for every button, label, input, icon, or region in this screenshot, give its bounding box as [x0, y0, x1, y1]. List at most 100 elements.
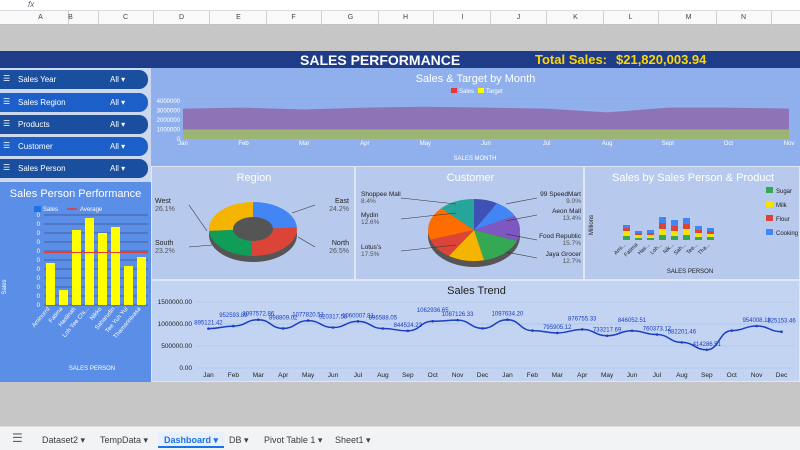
- column-header-c[interactable]: C: [98, 11, 154, 25]
- legend-label: Target: [486, 89, 503, 95]
- trend-point: [256, 318, 260, 322]
- y-tick-label: 500000.00: [161, 343, 192, 350]
- performance-bar: [137, 257, 146, 305]
- slicer-sales-region[interactable]: ☰ Sales Region All ▾: [0, 93, 148, 112]
- column-header-k[interactable]: K: [548, 11, 604, 25]
- column-header-i[interactable]: I: [435, 11, 491, 25]
- x-tick-label: Dec: [776, 372, 788, 379]
- slicer-sales-year[interactable]: ☰ Sales Year All ▾: [0, 70, 148, 89]
- column-header-n[interactable]: N: [716, 11, 772, 25]
- sales-target-chart[interactable]: Sales & Target by Month 4000000 3000000 20…: [151, 68, 800, 166]
- x-tick-label: Mar: [253, 372, 265, 379]
- x-tick-label: Has...: [637, 242, 652, 257]
- performance-bar: [59, 290, 68, 305]
- data-label: 898809.02: [269, 315, 298, 321]
- stacked-bar-segment: [647, 238, 654, 240]
- column-header-j[interactable]: J: [491, 11, 547, 25]
- stacked-bar-segment: [647, 233, 654, 235]
- customer-chart[interactable]: Customer Shoppee Mall 8.4% Mydin 12.6% Lotus…: [355, 166, 584, 280]
- column-header-g[interactable]: G: [323, 11, 379, 25]
- column-header-e[interactable]: E: [211, 11, 267, 25]
- slicer-sales-person[interactable]: ☰ Sales Person All ▾: [0, 159, 148, 178]
- stacked-bar-segment: [623, 225, 630, 228]
- data-label: 1097634.20: [492, 312, 524, 318]
- trend-point: [680, 341, 684, 344]
- slicer-value[interactable]: All ▾: [110, 164, 126, 173]
- slicer-value[interactable]: All ▾: [110, 120, 126, 129]
- y-tick-label: 0: [37, 285, 41, 291]
- data-label: 1097572.86: [242, 312, 274, 318]
- x-tick-label: Oct: [428, 372, 438, 379]
- stacked-bar-segment: [671, 231, 678, 236]
- data-label: 920317.58: [319, 315, 348, 321]
- column-header-m[interactable]: M: [661, 11, 717, 25]
- sheet-tab-tempdata[interactable]: TempData ▾: [100, 435, 149, 445]
- column-header-d[interactable]: D: [154, 11, 210, 25]
- sheet-tab-db[interactable]: DB ▾: [229, 435, 249, 445]
- y-tick-label: 0: [37, 303, 41, 309]
- sheet-tab-dashboard[interactable]: Dashboard ▾: [158, 432, 225, 448]
- x-tick-label: Apr: [278, 372, 289, 379]
- slice-label-pct: 9.0%: [566, 198, 581, 205]
- leader-line: [505, 214, 538, 222]
- slice-label-name: Food Republic: [539, 233, 582, 240]
- x-tick-label: Sept: [662, 141, 675, 147]
- slicer-value[interactable]: All ▾: [110, 142, 126, 151]
- sheet-tab-sheet1[interactable]: Sheet1 ▾: [335, 435, 371, 445]
- slice-label-name: Jaya Grocer: [546, 251, 582, 258]
- column-header-f[interactable]: F: [266, 11, 322, 25]
- x-tick-label: Fatima: [623, 242, 640, 259]
- pie-slice-food-republic: [474, 230, 517, 261]
- data-label: 896588.05: [369, 316, 398, 322]
- x-tick-label: Nov: [452, 372, 464, 379]
- all-sheets-menu-icon[interactable]: ☰: [12, 431, 23, 445]
- x-tick-label: Jul: [354, 372, 363, 379]
- pie-slice-lotus-s: [428, 208, 474, 240]
- trend-point: [431, 319, 435, 323]
- stacked-bar-segment: [707, 228, 714, 231]
- formula-bar[interactable]: fx: [0, 0, 800, 11]
- pie-slice-other: [430, 230, 474, 256]
- stacked-bar-segment: [659, 235, 666, 240]
- slicer-label: Customer: [18, 142, 53, 151]
- legend-label: Milk: [776, 203, 788, 209]
- data-label: 1060007.81: [342, 313, 374, 319]
- sales-by-person-product-chart[interactable]: Sales by Sales Person & Product Millions…: [584, 166, 800, 280]
- trend-point: [331, 326, 335, 329]
- slicer-products[interactable]: ☰ Products All ▾: [0, 115, 148, 134]
- dashboard-title: SALES PERFORMANCE: [300, 52, 461, 68]
- x-tick-label: Apr: [577, 372, 588, 379]
- column-header-h[interactable]: H: [378, 11, 434, 25]
- stacked-bar-segment: [635, 238, 642, 240]
- column-header-l[interactable]: L: [603, 11, 659, 25]
- leader-line: [505, 197, 538, 205]
- legend-swatch: [766, 229, 773, 235]
- sales-trend-chart[interactable]: Sales Trend 1500000.00 1000000.00 500000.0…: [151, 280, 800, 382]
- stacked-bar-segment: [659, 223, 666, 229]
- sheet-tab-pivot-table-1[interactable]: Pivot Table 1 ▾: [264, 435, 323, 445]
- region-chart[interactable]: Region West 26.1% East 24.2% North 26.5% South…: [151, 166, 355, 280]
- leader-line: [297, 236, 316, 248]
- column-header-a[interactable]: A: [13, 11, 69, 25]
- slicer-value[interactable]: All ▾: [110, 98, 126, 107]
- y-tick-label: 1500000.00: [158, 299, 193, 306]
- slice-label-name: East: [335, 198, 349, 205]
- sheet-tab-dataset2[interactable]: Dataset2 ▾: [42, 435, 86, 445]
- slicer-customer[interactable]: ☰ Customer All ▾: [0, 137, 148, 156]
- data-label: 846052.51: [618, 318, 647, 324]
- filter-icon: ☰: [3, 141, 11, 150]
- chart-title: Sales Trend: [447, 285, 506, 297]
- donut-slice-north: [251, 227, 297, 256]
- y-tick-label: 0: [37, 240, 41, 246]
- sheet-tab-bar: ☰ Dataset2 ▾ TempData ▾ Dashboard ▾ DB ▾ Piv…: [0, 426, 800, 450]
- trend-line: [208, 318, 782, 351]
- legend-label: Sales: [459, 89, 474, 95]
- x-tick-label: May: [420, 141, 431, 147]
- slice-label-pct: 23.2%: [155, 248, 175, 255]
- slicer-label: Sales Region: [18, 98, 66, 107]
- column-header-b[interactable]: B: [43, 11, 99, 25]
- sales-person-performance-chart[interactable]: Sales Person Performance Sales Average 0 0 0…: [0, 182, 151, 382]
- slicer-value[interactable]: All ▾: [110, 75, 126, 84]
- trend-point: [281, 327, 285, 330]
